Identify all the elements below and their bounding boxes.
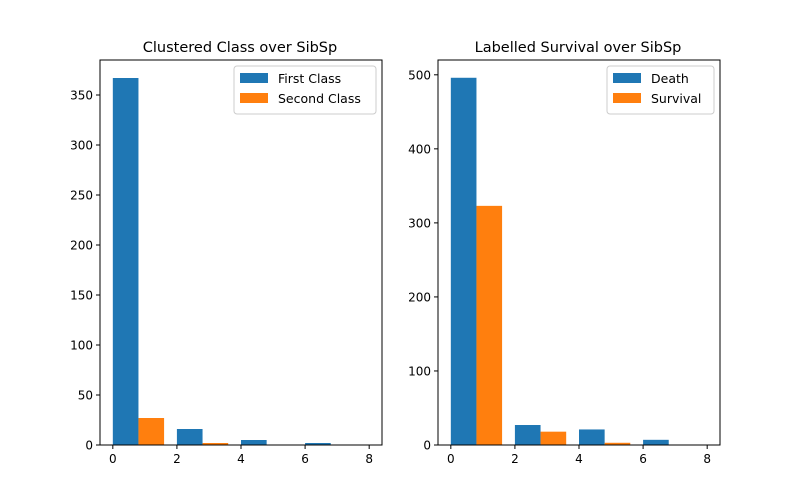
bar-survival-2: [604, 442, 631, 445]
bar-second-class-0: [138, 418, 165, 445]
legend-label: Survival: [651, 91, 701, 106]
chart-title: Labelled Survival over SibSp: [475, 40, 682, 56]
legend: Death Survival: [606, 65, 715, 115]
x-tick-label: 0: [109, 452, 117, 466]
y-tick-label: 400: [408, 142, 431, 156]
bar-death-1: [514, 425, 541, 445]
y-tick-label: 300: [408, 216, 431, 230]
legend-swatch: [240, 93, 268, 103]
legend-swatch: [240, 73, 268, 83]
y-tick-label: 100: [408, 364, 431, 378]
bar-first-class-1: [176, 429, 203, 445]
bar-death-0: [450, 77, 477, 446]
x-tick-label: 6: [301, 452, 309, 466]
legend-label: Death: [651, 71, 689, 86]
y-tick-label: 0: [85, 439, 93, 453]
y-tick-label: 0: [423, 439, 431, 453]
x-tick-label: 0: [447, 452, 455, 466]
bar-second-class-1: [202, 443, 229, 445]
bar-survival-0: [476, 205, 503, 445]
x-tick-label: 8: [703, 452, 711, 466]
bar-death-2: [579, 429, 605, 445]
y-tick-label: 200: [408, 290, 431, 304]
y-tick-label: 250: [70, 189, 93, 203]
legend-swatch: [613, 73, 641, 83]
legend-label: First Class: [278, 71, 341, 86]
y-tick-label: 300: [70, 139, 93, 153]
y-tick-label: 100: [70, 339, 93, 353]
x-tick-label: 2: [511, 452, 519, 466]
x-tick-label: 4: [575, 452, 583, 466]
bar-first-class-3: [305, 443, 331, 445]
x-tick-label: 6: [639, 452, 647, 466]
bar-death-3: [643, 439, 669, 445]
legend: First Class Second Class: [233, 65, 377, 115]
bar-survival-1: [540, 431, 567, 445]
x-tick-label: 2: [173, 452, 181, 466]
legend-swatch: [613, 93, 641, 103]
x-tick-label: 4: [237, 452, 245, 466]
bar-first-class-2: [241, 440, 267, 445]
x-tick-label: 8: [365, 452, 373, 466]
y-tick-label: 200: [70, 239, 93, 253]
y-tick-label: 500: [408, 68, 431, 82]
chart-title: Clustered Class over SibSp: [143, 40, 337, 56]
chart-clustered-class: Clustered Class over SibSp 0 2 4 6 8 0 50 100 15…: [70, 40, 383, 466]
legend-box: [233, 65, 377, 115]
y-tick-label: 150: [70, 289, 93, 303]
bar-first-class-0: [112, 78, 139, 445]
y-tick-label: 50: [78, 389, 93, 403]
y-tick-label: 350: [70, 89, 93, 103]
legend-label: Second Class: [278, 91, 361, 106]
chart-labelled-survival: Labelled Survival over SibSp 0 2 4 6 8 0 100 20…: [408, 40, 721, 466]
